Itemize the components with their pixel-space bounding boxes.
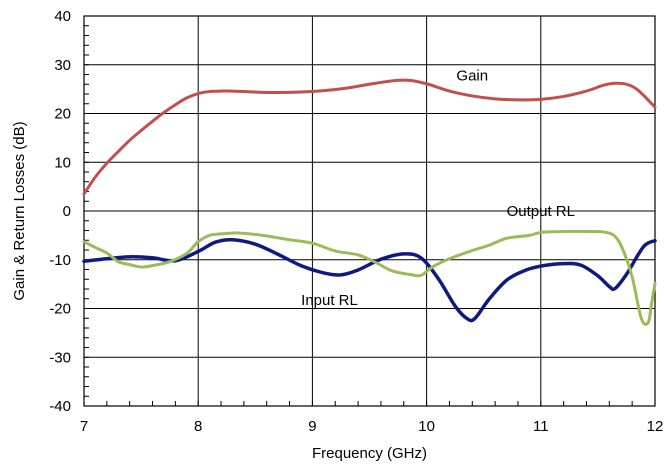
y-tick-label: -30 xyxy=(49,349,71,366)
plot-frame xyxy=(83,15,656,407)
series-lines xyxy=(82,78,657,326)
y-tick-label: 10 xyxy=(54,154,71,171)
y-tick-label: -10 xyxy=(49,252,71,269)
x-tick-label: 8 xyxy=(194,418,202,435)
y-tick-label: 20 xyxy=(54,106,71,123)
y-tick-label: 40 xyxy=(54,8,71,25)
x-tick-label: 10 xyxy=(418,418,435,435)
y-tick-label: 30 xyxy=(54,57,71,74)
y-tick-label: -20 xyxy=(49,301,71,318)
annotations: Gain Output RL Input RL xyxy=(301,67,575,309)
annotation-gain: Gain xyxy=(456,67,488,84)
x-axis-label: Frequency (GHz) xyxy=(312,445,427,462)
x-tick-label: 9 xyxy=(308,418,316,435)
x-tick-label: 7 xyxy=(80,418,88,435)
annotation-input-rl: Input RL xyxy=(301,292,358,309)
y-tick-labels: -40 -30 -20 -10 0 10 20 30 40 xyxy=(49,8,71,415)
annotation-output-rl: Output RL xyxy=(507,203,575,220)
minor-ticks xyxy=(83,15,656,407)
y-tick-label: 0 xyxy=(63,203,71,220)
series-line-gain xyxy=(82,78,657,196)
series-line-input-rl xyxy=(82,237,657,323)
series-line-output-rl xyxy=(82,229,657,326)
x-tick-label: 12 xyxy=(647,418,664,435)
y-axis-label: Gain & Return Losses (dB) xyxy=(11,121,28,300)
y-tick-label: -40 xyxy=(49,398,71,415)
x-tick-label: 11 xyxy=(533,418,549,435)
x-tick-labels: 7 8 9 10 11 12 xyxy=(80,418,664,435)
